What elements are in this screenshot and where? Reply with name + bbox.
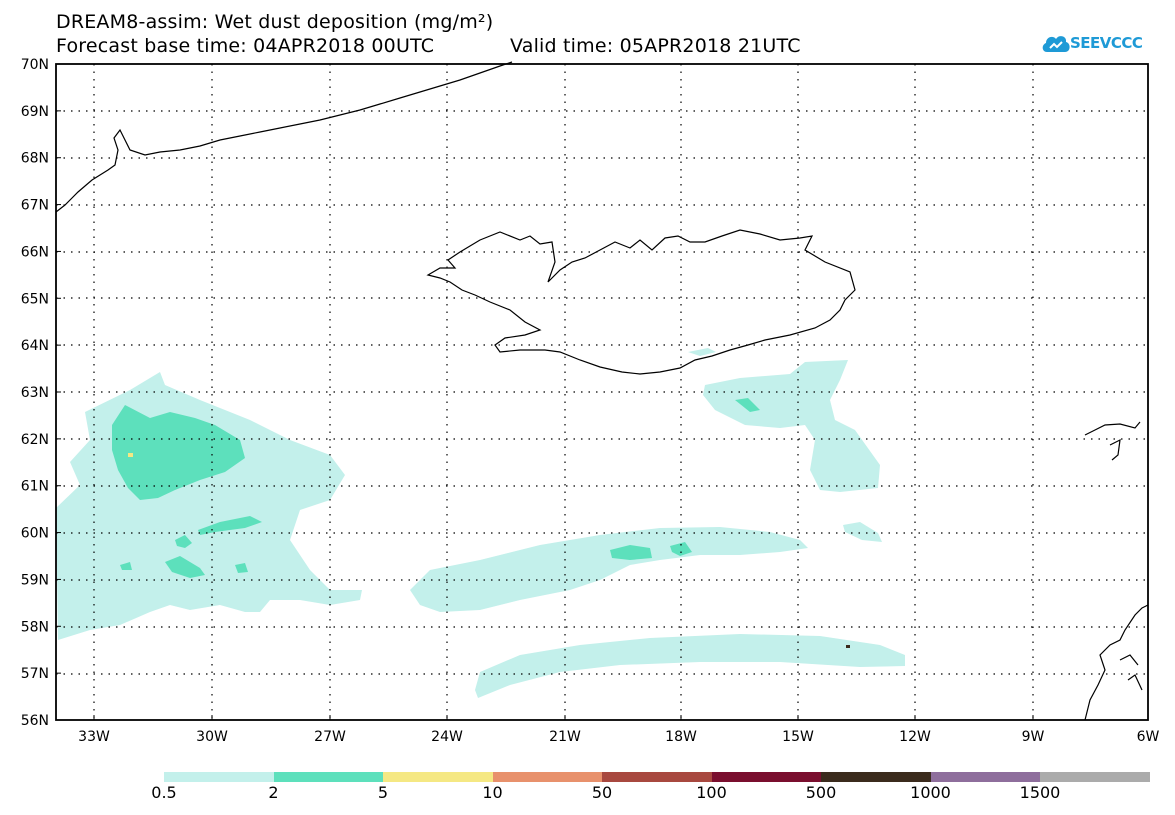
lon-label: 24W <box>431 729 463 745</box>
legend-threshold-label: 2 <box>268 783 279 802</box>
lon-label: 33W <box>78 729 110 745</box>
longitude-labels: 33W 30W 27W 24W 21W 18W 15W 12W 9W 6W <box>78 715 1160 745</box>
lat-label: 65N <box>21 291 49 307</box>
lon-label: 18W <box>665 729 697 745</box>
lat-label: 58N <box>21 619 49 635</box>
legend-color-box <box>602 772 712 782</box>
lon-label: 9W <box>1022 729 1045 745</box>
lat-label: 59N <box>21 572 49 588</box>
lon-label: 30W <box>196 729 228 745</box>
forecast-base-time: Forecast base time: 04APR2018 00UTC <box>56 35 435 57</box>
scotland-coast <box>1084 604 1149 721</box>
legend-threshold-label: 10 <box>482 783 503 802</box>
latitude-labels: 70N 69N 68N 67N 66N 65N 64N 63N 62N 61N 60N 59N 58N 5… <box>21 57 61 729</box>
legend-threshold-label: 1500 <box>1019 783 1061 802</box>
legend-color-box <box>492 772 602 782</box>
lon-label: 12W <box>899 729 931 745</box>
lat-label: 63N <box>21 385 49 401</box>
faroe-coast <box>1084 421 1141 461</box>
lon-label: 6W <box>1137 729 1160 745</box>
iceland-coast <box>426 229 856 375</box>
legend-threshold-label: 0.5 <box>151 783 177 802</box>
lat-label: 62N <box>21 432 49 448</box>
time-info: Forecast base time: 04APR2018 00UTC Valid… <box>56 35 800 57</box>
lat-label: 61N <box>21 479 49 495</box>
legend-threshold-label: 500 <box>805 783 837 802</box>
legend-color-box <box>711 772 821 782</box>
lon-label: 15W <box>782 729 814 745</box>
legend-color-box <box>930 772 1040 782</box>
deposition-spot-high <box>128 453 133 457</box>
lat-label: 66N <box>21 244 49 260</box>
legend-color-box <box>383 772 493 782</box>
lat-label: 57N <box>21 666 49 682</box>
cloud-icon <box>1042 36 1070 52</box>
seevccc-logo: SEEVCCC <box>1040 28 1155 58</box>
valid-time: Valid time: 05APR2018 21UTC <box>510 35 801 57</box>
scotland-islands <box>1119 654 1143 691</box>
lat-label: 64N <box>21 338 49 354</box>
lon-label: 21W <box>549 729 581 745</box>
legend-threshold-label: 5 <box>377 783 389 802</box>
deposition-spot-peak <box>846 645 850 648</box>
legend-color-box <box>164 772 274 782</box>
legend-color-box <box>273 772 383 782</box>
lat-label: 69N <box>21 104 49 120</box>
lat-label: 60N <box>21 526 49 542</box>
legend-color-box <box>1040 772 1150 782</box>
lat-label: 68N <box>21 151 49 167</box>
map-title: DREAM8-assim: Wet dust deposition (mg/m²… <box>56 11 494 33</box>
deposition-field-light <box>56 348 905 698</box>
deposition-field-medium <box>112 398 760 578</box>
greenland-coast <box>55 61 513 213</box>
legend-color-box <box>821 772 931 782</box>
legend-threshold-label: 100 <box>696 783 727 802</box>
map-frame <box>55 63 1149 721</box>
legend-threshold-label: 50 <box>591 783 613 802</box>
lon-label: 27W <box>314 729 346 745</box>
lat-label: 70N <box>21 57 49 73</box>
lat-label: 56N <box>21 713 49 729</box>
lat-label: 67N <box>21 198 49 214</box>
graticule <box>56 64 1148 720</box>
logo-text: SEEVCCC <box>1070 34 1143 52</box>
legend-threshold-label: 1000 <box>910 783 951 802</box>
coastlines <box>55 61 1149 721</box>
